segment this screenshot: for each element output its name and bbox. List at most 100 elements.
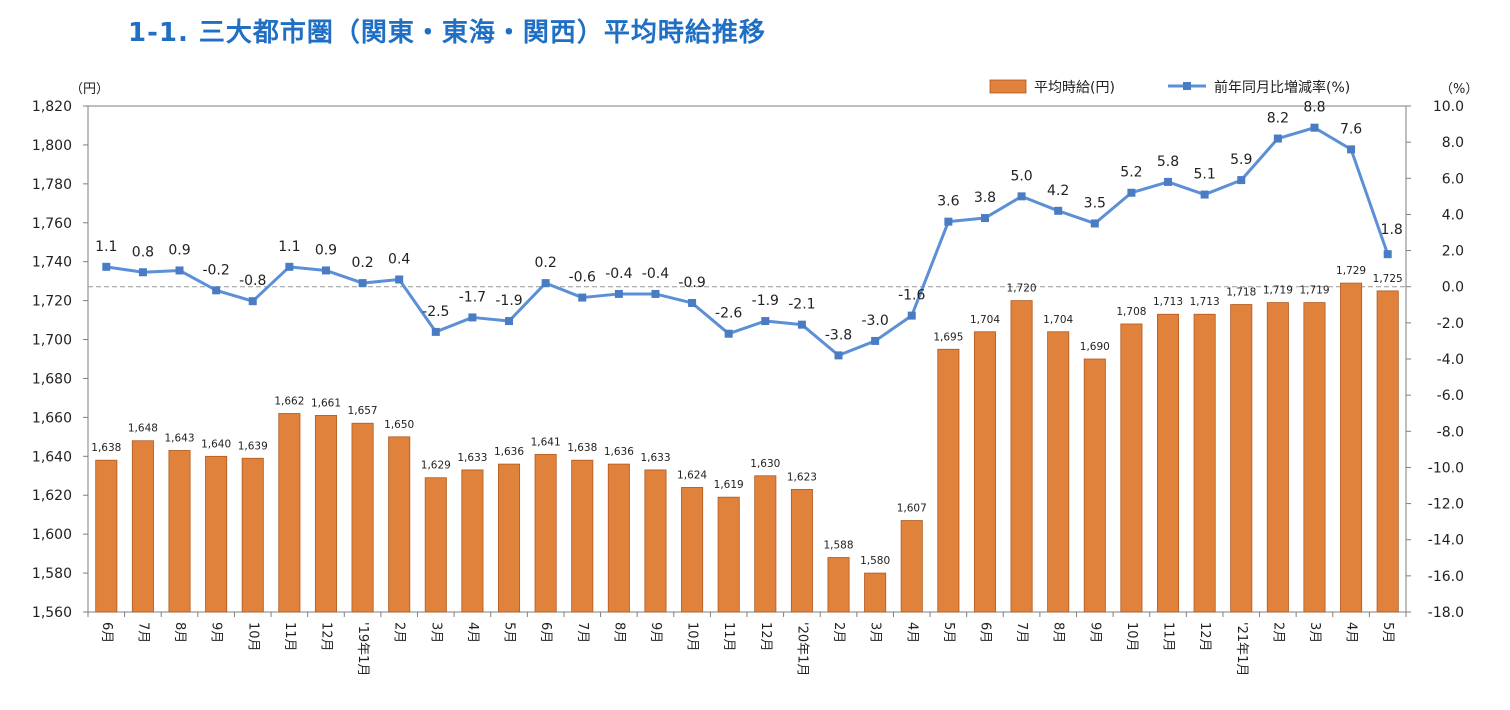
right-tick-label: -18.0 — [1428, 605, 1464, 621]
left-tick-label: 1,600 — [32, 527, 72, 543]
bar-value-label: 1,662 — [274, 395, 304, 407]
rate-marker — [1200, 190, 1209, 199]
bar — [644, 469, 667, 613]
left-tick-label: 1,780 — [32, 177, 72, 193]
rate-value-label: -0.6 — [569, 270, 596, 286]
legend-bar-label: 平均時給(円) — [1034, 80, 1115, 96]
bar — [681, 487, 704, 613]
left-tick-label: 1,800 — [32, 138, 72, 154]
rate-marker — [1347, 145, 1356, 154]
rate-value-label: 5.9 — [1230, 152, 1252, 168]
bar-value-label: 1,643 — [164, 432, 194, 444]
rate-value-label: 3.5 — [1084, 195, 1106, 211]
bar — [278, 413, 301, 613]
rate-value-label: 8.8 — [1303, 100, 1325, 116]
bar — [95, 459, 118, 613]
right-tick-label: -16.0 — [1428, 569, 1464, 585]
left-tick-label: 1,680 — [32, 371, 72, 387]
x-tick-label: 4月 — [1344, 622, 1359, 643]
right-tick-label: 2.0 — [1442, 244, 1464, 260]
page-title: 1-1. 三大都市圏（関東・東海・関西）平均時給推移 — [128, 18, 766, 48]
bar-value-label: 1,640 — [201, 438, 231, 450]
rate-value-label: 1.1 — [95, 239, 117, 255]
rate-value-label: -0.4 — [605, 266, 632, 282]
bar — [1266, 302, 1289, 613]
bar-value-label: 1,638 — [567, 442, 597, 454]
x-tick-label: 2月 — [831, 622, 846, 643]
x-tick-label: 9月 — [1087, 622, 1102, 643]
bar — [1047, 331, 1070, 613]
right-tick-label: -10.0 — [1428, 460, 1464, 476]
bar-value-label: 1,619 — [714, 479, 744, 491]
rate-value-label: 5.8 — [1157, 154, 1179, 170]
rate-value-label: 0.2 — [535, 255, 557, 271]
bar — [717, 496, 740, 613]
rate-marker — [907, 311, 916, 320]
rate-marker — [1164, 177, 1173, 186]
rate-value-label: -2.1 — [788, 297, 815, 313]
bar-value-label: 1,580 — [860, 555, 890, 567]
bar-value-label: 1,657 — [348, 405, 378, 417]
left-tick-label: 1,580 — [32, 566, 72, 582]
bar-value-label: 1,588 — [823, 540, 853, 552]
bar-value-label: 1,638 — [91, 442, 121, 454]
rate-value-label: 0.9 — [168, 242, 190, 258]
right-tick-label: 0.0 — [1442, 280, 1464, 296]
bar — [241, 457, 264, 613]
bar — [827, 557, 850, 613]
bar — [314, 415, 337, 613]
left-tick-label: 1,740 — [32, 255, 72, 271]
bar — [1010, 300, 1033, 613]
rate-marker — [1310, 123, 1319, 132]
left-tick-label: 1,620 — [32, 488, 72, 504]
right-tick-label: 8.0 — [1442, 135, 1464, 151]
x-tick-label: 5月 — [941, 622, 956, 643]
x-tick-label: 4月 — [904, 622, 919, 643]
bar — [168, 450, 191, 613]
x-tick-label: 5月 — [502, 622, 517, 643]
bar — [864, 572, 887, 613]
rate-value-label: 0.2 — [351, 255, 373, 271]
bar — [1120, 323, 1143, 613]
bar — [534, 453, 557, 613]
x-tick-label: 8月 — [1051, 622, 1066, 643]
rate-marker — [1383, 250, 1392, 259]
bar-value-label: 1,633 — [640, 452, 670, 464]
legend-bar-swatch — [989, 79, 1027, 94]
bar — [1230, 304, 1253, 613]
bar — [131, 440, 154, 613]
bar-value-label: 1,650 — [384, 419, 414, 431]
rate-marker — [175, 266, 184, 275]
x-tick-label: 6月 — [538, 622, 553, 643]
rate-marker — [541, 279, 550, 288]
x-tick-label: '21年1月 — [1234, 622, 1249, 676]
right-tick-label: 4.0 — [1442, 207, 1464, 223]
x-tick-label: 7月 — [575, 622, 590, 643]
x-tick-label: 3月 — [868, 622, 883, 643]
bar-value-label: 1,661 — [311, 397, 341, 409]
bar-value-label: 1,641 — [531, 436, 561, 448]
bar-value-label: 1,718 — [1226, 287, 1256, 299]
left-tick-label: 1,640 — [32, 449, 72, 465]
rate-value-label: 4.2 — [1047, 183, 1069, 199]
rate-marker — [980, 214, 989, 223]
bar — [498, 463, 521, 613]
bar — [571, 459, 594, 613]
x-tick-label: 8月 — [611, 622, 626, 643]
rate-value-label: 5.1 — [1194, 167, 1216, 183]
bar-value-label: 1,690 — [1080, 341, 1110, 353]
rate-value-label: 0.9 — [315, 242, 337, 258]
right-tick-label: -14.0 — [1428, 533, 1464, 549]
x-tick-label: 4月 — [465, 622, 480, 643]
rate-marker — [102, 262, 111, 271]
rate-marker — [578, 293, 587, 302]
bar-value-label: 1,648 — [128, 423, 158, 435]
rate-marker — [1273, 134, 1282, 143]
bar-value-label: 1,719 — [1299, 285, 1329, 297]
x-tick-label: 3月 — [1307, 622, 1322, 643]
x-tick-label: 6月 — [977, 622, 992, 643]
right-tick-label: -2.0 — [1437, 316, 1464, 332]
x-tick-label: 2月 — [392, 622, 407, 643]
